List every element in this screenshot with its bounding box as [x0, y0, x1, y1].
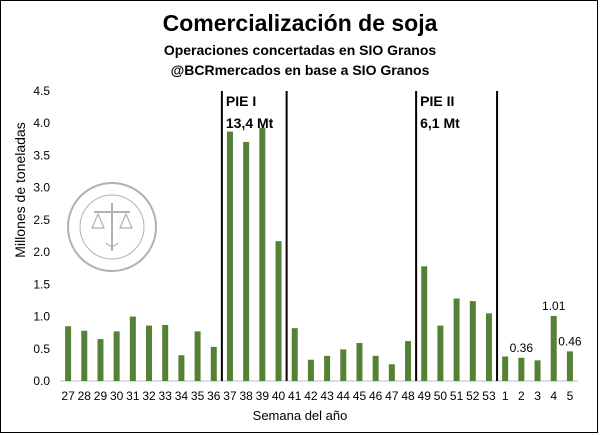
x-tick-label: 32	[142, 389, 156, 403]
x-tick-label: 35	[191, 389, 205, 403]
bar-week-43-16	[324, 355, 331, 381]
x-tick-label: 48	[401, 389, 415, 403]
annotation-title: PIE I	[226, 93, 256, 109]
annotation-title: PIE II	[420, 93, 454, 109]
chart-title: Comercialización de soja	[163, 10, 438, 36]
y-tick-label: 4.5	[33, 84, 50, 98]
period-dividers: PIE I 13,4 Mt PIE II 6,1 Mt	[220, 91, 499, 381]
x-tick-label: 52	[466, 389, 480, 403]
y-tick-label: 0.5	[33, 342, 50, 356]
x-tick-label: 39	[256, 389, 270, 403]
y-tick-label: 2.5	[33, 213, 50, 227]
bar-week-46-19	[372, 355, 379, 381]
bar-week-28-1	[81, 330, 88, 381]
x-tick-label: 38	[239, 389, 253, 403]
x-tick-label: 40	[272, 389, 286, 403]
y-tick-label: 1.0	[33, 310, 50, 324]
x-tick-label: 53	[482, 389, 496, 403]
bar-week-5-31	[566, 351, 573, 381]
x-tick-label: 27	[61, 389, 75, 403]
bar-week-29-2	[97, 339, 104, 381]
x-tick-label: 37	[223, 389, 237, 403]
chart-subtitle: Operaciones concertadas en SIO Granos	[164, 42, 437, 58]
bar-week-31-4	[129, 316, 136, 381]
x-tick-label: 49	[418, 389, 432, 403]
x-tick-label: 30	[110, 389, 124, 403]
bar-week-3-29	[534, 360, 541, 381]
bar-week-41-14	[291, 328, 298, 381]
bar-week-52-25	[469, 301, 476, 381]
x-tick-label: 44	[337, 389, 351, 403]
bar-week-30-3	[113, 331, 120, 381]
bar-week-53-26	[485, 313, 492, 381]
bar-week-39-12	[259, 127, 266, 381]
annotation-total: 6,1 Mt	[420, 115, 460, 131]
x-tick-label: 31	[126, 389, 140, 403]
bar-week-35-8	[194, 331, 201, 381]
x-tick-label: 28	[78, 389, 92, 403]
x-tick-label: 41	[288, 389, 302, 403]
y-tick-label: 3.0	[33, 181, 50, 195]
x-tick-label: 4	[550, 389, 557, 403]
bars	[65, 127, 573, 381]
x-tick-label: 45	[353, 389, 367, 403]
bar-week-38-11	[243, 141, 250, 381]
y-tick-label: 4.0	[33, 116, 50, 130]
bcr-seal-watermark	[67, 182, 157, 272]
bar-week-47-20	[388, 364, 395, 381]
x-tick-label: 3	[534, 389, 541, 403]
annotation-total: 13,4 Mt	[226, 115, 274, 131]
x-tick-label: 50	[434, 389, 448, 403]
bar-week-44-17	[340, 349, 347, 381]
bar-week-42-15	[307, 359, 314, 381]
y-tick-label: 3.5	[33, 148, 50, 162]
bar-week-45-18	[356, 342, 363, 381]
bar-week-34-7	[178, 355, 185, 381]
chart-source: @BCRmercados en base a SIO Granos	[171, 62, 430, 78]
x-tick-label: 51	[450, 389, 464, 403]
bar-week-37-10	[226, 131, 233, 381]
x-tick-label: 34	[175, 389, 189, 403]
data-label: 0.36	[510, 341, 534, 355]
bar-week-32-5	[146, 325, 153, 381]
x-tick-label: 1	[502, 389, 509, 403]
x-tick-label: 42	[304, 389, 318, 403]
x-tick-label: 47	[385, 389, 399, 403]
data-label: 0.46	[558, 334, 582, 348]
x-tick-label: 29	[94, 389, 108, 403]
bar-week-51-24	[453, 298, 460, 381]
x-tick-label: 36	[207, 389, 221, 403]
bar-week-40-13	[275, 241, 282, 381]
x-tick-label: 2	[518, 389, 525, 403]
bar-week-49-22	[421, 266, 428, 381]
x-axis-label: Semana del año	[253, 408, 348, 423]
x-tick-label: 46	[369, 389, 383, 403]
bar-week-4-30	[550, 315, 557, 381]
x-tick-labels: 27 28 29 30 31 32 33 34 35 36 37 38 39 40 41 42 43 44 45 46…	[61, 299, 581, 403]
y-axis-label: Millones de toneladas	[12, 122, 28, 257]
x-tick-label: 43	[320, 389, 334, 403]
bar-week-1-27	[502, 356, 509, 381]
y-tick-label: 2.0	[33, 245, 50, 259]
bar-week-33-6	[162, 324, 169, 381]
bar-week-50-23	[437, 325, 444, 381]
y-tick-label: 0.0	[33, 374, 50, 388]
bar-week-27-0	[65, 326, 72, 381]
bar-week-48-21	[405, 341, 412, 381]
bar-week-2-28	[518, 357, 525, 381]
y-tick-label: 1.5	[33, 277, 50, 291]
bar-week-36-9	[210, 346, 217, 381]
x-tick-label: 33	[159, 389, 173, 403]
x-tick-label: 5	[567, 389, 574, 403]
data-label: 1.01	[542, 299, 566, 313]
